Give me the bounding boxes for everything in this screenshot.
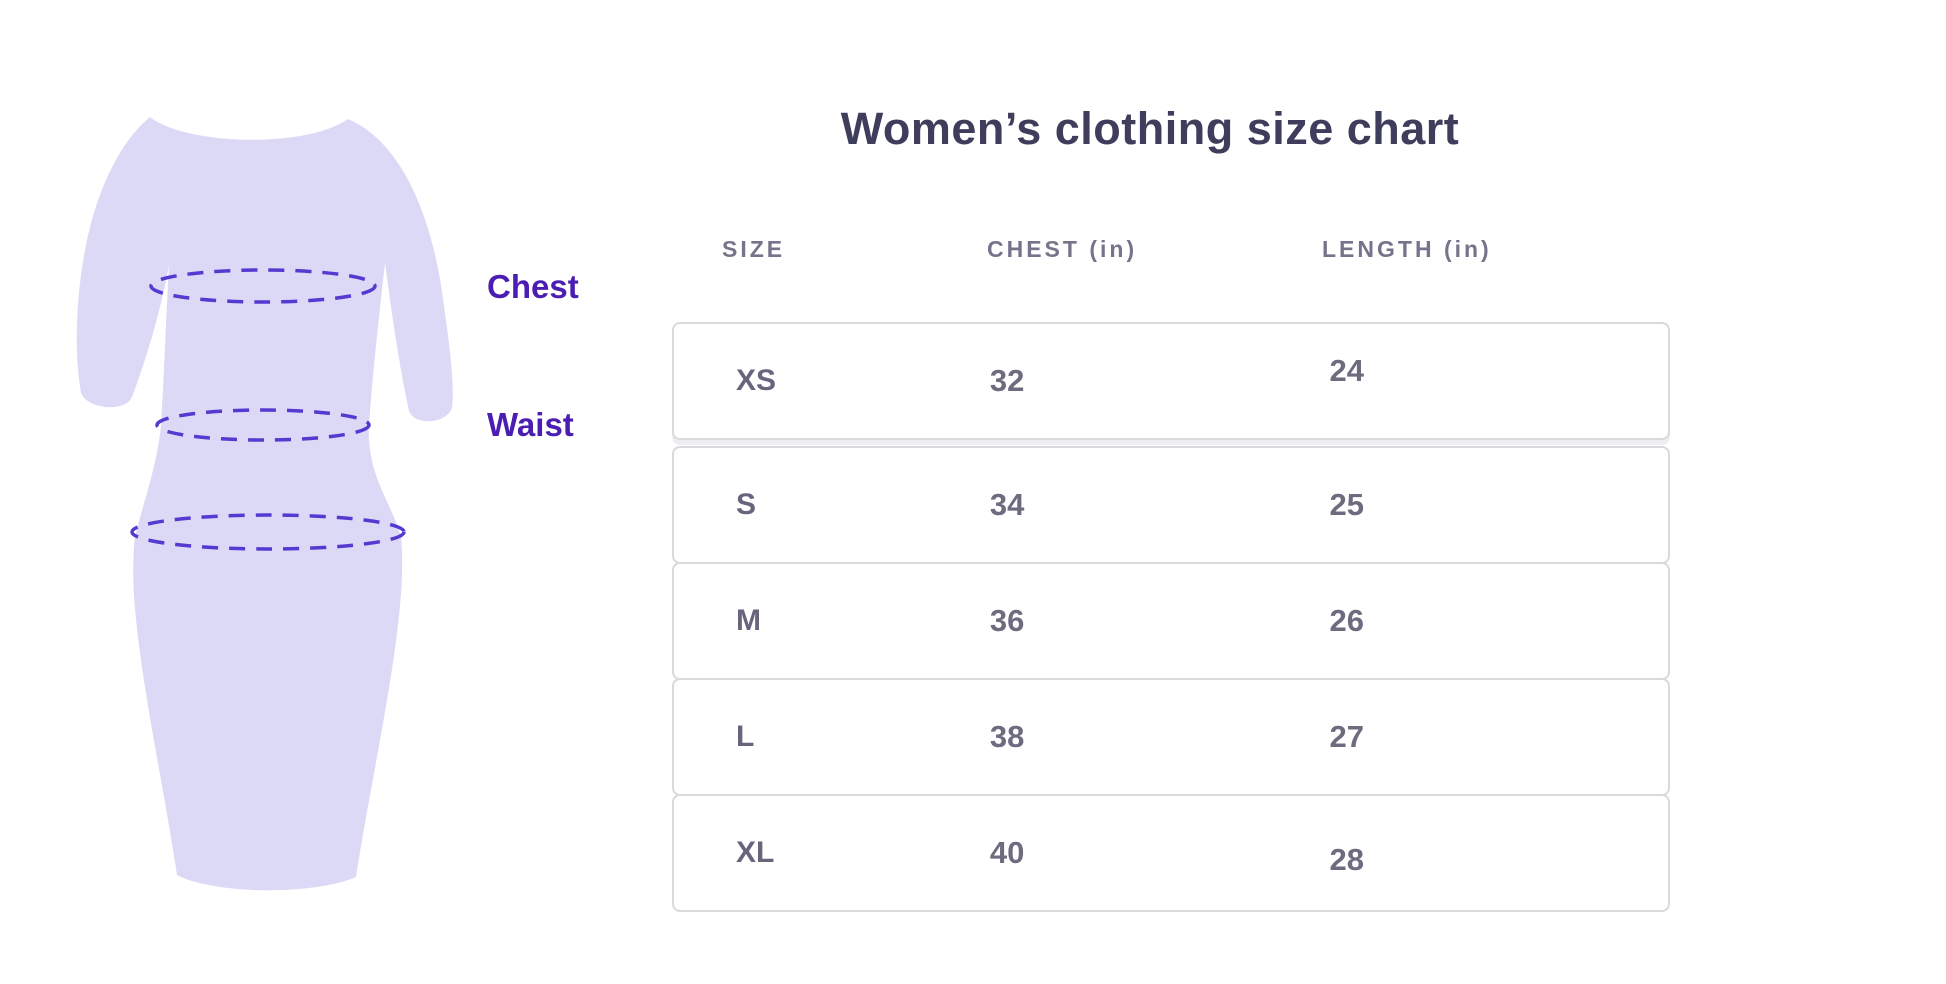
chest-cell: 40 <box>989 835 1025 870</box>
column-header-size: SIZE <box>722 236 786 262</box>
table-row: M 36 26 <box>672 562 1670 680</box>
size-cell: M <box>736 604 761 637</box>
table-header: SIZE CHEST (in) LENGTH (in) <box>672 236 1670 264</box>
table-row: S 34 25 <box>672 446 1670 564</box>
size-cell: L <box>736 720 755 753</box>
size-cell: XL <box>736 836 775 869</box>
table-row: XL 40 28 <box>672 794 1670 912</box>
dress-silhouette <box>76 117 453 891</box>
table-row: XS 32 24 <box>672 322 1670 440</box>
page-title: Women’s clothing size chart <box>840 103 1460 154</box>
chest-cell: 36 <box>989 603 1025 638</box>
size-table: XS 32 24 S 34 25 M 36 26 L 38 27 XL 40 2… <box>672 322 1670 912</box>
chest-cell: 38 <box>989 719 1025 754</box>
dress-illustration <box>76 117 453 891</box>
size-cell: XS <box>736 364 777 397</box>
size-cell: S <box>736 488 757 521</box>
length-cell: 26 <box>1329 603 1364 638</box>
chest-measurement-line <box>149 268 377 304</box>
waist-label: Waist <box>487 406 574 443</box>
length-cell: 28 <box>1329 842 1364 877</box>
chest-cell: 32 <box>989 363 1025 398</box>
column-header-length: LENGTH (in) <box>1322 236 1492 262</box>
column-header-chest: CHEST (in) <box>987 236 1138 262</box>
chest-cell: 34 <box>989 487 1025 522</box>
chest-label: Chest <box>487 268 579 305</box>
hip-measurement-line <box>130 513 406 551</box>
length-cell: 27 <box>1329 719 1364 754</box>
table-row: L 38 27 <box>672 678 1670 796</box>
length-cell: 24 <box>1329 353 1364 388</box>
waist-measurement-line <box>155 408 371 442</box>
length-cell: 25 <box>1329 487 1364 522</box>
